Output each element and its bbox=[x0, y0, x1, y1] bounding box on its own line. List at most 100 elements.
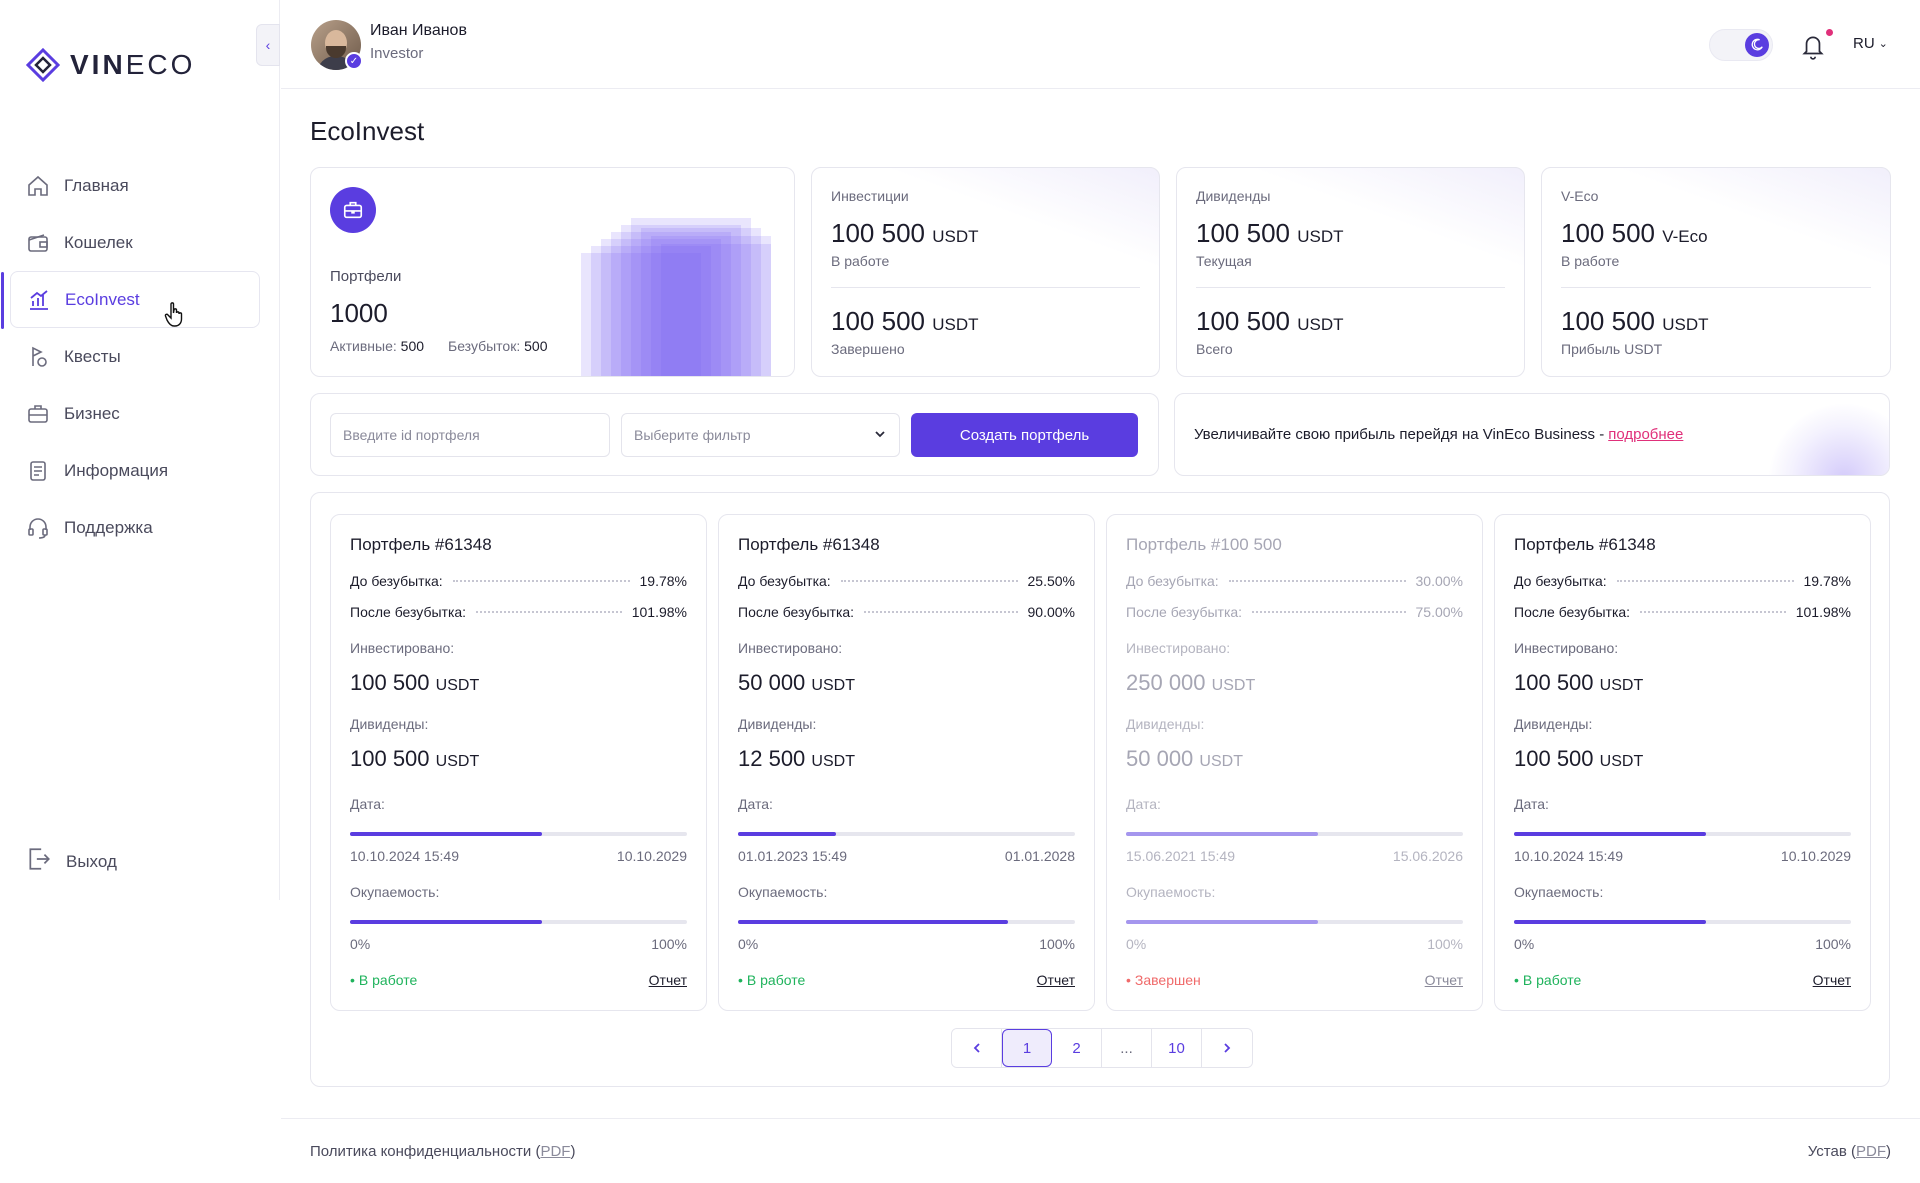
logout-button[interactable]: Выход bbox=[26, 846, 117, 877]
dividends-value: 100 500 USDT bbox=[350, 746, 480, 771]
payback-min: 0% bbox=[350, 936, 371, 952]
before-breakeven-value: 19.78% bbox=[639, 573, 687, 589]
sidebar-item-ecoinvest[interactable]: EcoInvest bbox=[1, 271, 260, 329]
dotted-leader bbox=[1228, 580, 1406, 582]
payback-progress-bar bbox=[738, 920, 1075, 924]
payback-max: 100% bbox=[1815, 936, 1851, 952]
pagination: 1 2 ... 10 bbox=[951, 1028, 1253, 1068]
before-breakeven-row: До безубытка: 19.78% bbox=[350, 573, 687, 589]
loss-label: Безубыток: bbox=[448, 338, 521, 354]
date-progress-bar bbox=[738, 832, 1075, 836]
sidebar-item-business[interactable]: Бизнес bbox=[10, 385, 260, 442]
notification-dot bbox=[1826, 29, 1833, 36]
portfolio-title: Портфель #61348 bbox=[350, 535, 492, 554]
report-link[interactable]: Отчет bbox=[1812, 972, 1851, 988]
prev-page-button[interactable] bbox=[952, 1029, 1002, 1067]
charter-pdf-link[interactable]: PDF bbox=[1856, 1143, 1886, 1160]
date-progress-bar bbox=[350, 832, 687, 836]
report-link[interactable]: Отчет bbox=[648, 972, 687, 988]
dividends-label: Дивиденды: bbox=[738, 716, 817, 732]
active-label: Активные: bbox=[330, 338, 397, 354]
stat-caption: Прибыль USDT bbox=[1561, 341, 1663, 357]
charter-label: Устав bbox=[1807, 1143, 1847, 1160]
after-breakeven-label: После безубытка: bbox=[738, 604, 855, 620]
privacy-label: Политика конфиденциальности bbox=[310, 1143, 532, 1160]
charter-link[interactable]: Устав (PDF) bbox=[1807, 1143, 1891, 1160]
date-start: 15.06.2021 15:49 bbox=[1126, 848, 1235, 864]
hand-cursor-icon bbox=[164, 302, 186, 333]
portfolio-card[interactable]: Портфель #100 500 До безубытка: 30.00% П… bbox=[1106, 514, 1483, 1011]
date-progress-fill bbox=[350, 832, 543, 836]
portfolio-title: Портфель #61348 bbox=[738, 535, 880, 554]
avatar[interactable] bbox=[311, 20, 361, 70]
page-button-1[interactable]: 1 bbox=[1002, 1029, 1052, 1067]
chevron-down-icon: ⌄ bbox=[1878, 38, 1888, 50]
payback-label: Окупаемость: bbox=[738, 884, 828, 900]
after-breakeven-value: 101.98% bbox=[1795, 604, 1851, 620]
before-breakeven-label: До безубытка: bbox=[1514, 573, 1607, 589]
next-page-button[interactable] bbox=[1202, 1029, 1252, 1067]
invested-value: 100 500 USDT bbox=[350, 670, 480, 695]
payback-label: Окупаемость: bbox=[350, 884, 440, 900]
date-range: 10.10.2024 15:49 10.10.2029 bbox=[350, 848, 687, 864]
footer: Политика конфиденциальности (PDF) Устав … bbox=[281, 1118, 1920, 1183]
logo[interactable]: VINECO bbox=[26, 48, 195, 82]
dotted-leader bbox=[1616, 580, 1794, 582]
portfolio-footer: В работе Отчет bbox=[1514, 972, 1851, 988]
sidebar-item-home[interactable]: Главная bbox=[10, 157, 260, 214]
filter-select[interactable]: Выберите фильтр bbox=[621, 413, 900, 457]
portfolio-card[interactable]: Портфель #61348 До безубытка: 19.78% Пос… bbox=[1494, 514, 1871, 1011]
portfolio-id-input[interactable]: Введите id портфеля bbox=[330, 413, 610, 457]
portfolio-title: Портфель #100 500 bbox=[1126, 535, 1282, 554]
dotted-leader bbox=[864, 611, 1018, 613]
payback-min: 0% bbox=[1514, 936, 1535, 952]
divider bbox=[1561, 287, 1871, 288]
date-start: 10.10.2024 15:49 bbox=[1514, 848, 1623, 864]
privacy-policy-link[interactable]: Политика конфиденциальности (PDF) bbox=[310, 1143, 576, 1160]
after-breakeven-row: После безубытка: 75.00% bbox=[1126, 604, 1463, 620]
after-breakeven-label: После безубытка: bbox=[1126, 604, 1243, 620]
page-ellipsis: ... bbox=[1102, 1029, 1152, 1067]
payback-max: 100% bbox=[1427, 936, 1463, 952]
stat-caption: В работе bbox=[831, 253, 890, 269]
invested-value: 50 000 USDT bbox=[738, 670, 855, 695]
sidebar-item-label: Поддержка bbox=[64, 517, 153, 537]
page-button-2[interactable]: 2 bbox=[1052, 1029, 1102, 1067]
portfolio-card[interactable]: Портфель #61348 До безубытка: 19.78% Пос… bbox=[330, 514, 707, 1011]
dividends-label: Дивиденды: bbox=[350, 716, 429, 732]
portfolio-list: Портфель #61348 До безубытка: 19.78% Пос… bbox=[310, 492, 1890, 1087]
chevron-down-icon bbox=[873, 427, 887, 444]
payback-min: 0% bbox=[1126, 936, 1147, 952]
veco-card: V-Eco 100 500 V-Eco В работе 100 500 USD… bbox=[1541, 167, 1891, 377]
language-select[interactable]: RU ⌄ bbox=[1853, 35, 1888, 52]
before-breakeven-value: 30.00% bbox=[1415, 573, 1463, 589]
report-link[interactable]: Отчет bbox=[1036, 972, 1075, 988]
report-link[interactable]: Отчет bbox=[1424, 972, 1463, 988]
filter-placeholder: Выберите фильтр bbox=[634, 427, 751, 443]
portfolio-card[interactable]: Портфель #61348 До безубытка: 25.50% Пос… bbox=[718, 514, 1095, 1011]
sidebar-item-quests[interactable]: Квесты bbox=[10, 328, 260, 385]
payback-label: Окупаемость: bbox=[1514, 884, 1604, 900]
theme-toggle[interactable] bbox=[1709, 29, 1773, 61]
collapse-sidebar-button[interactable]: ‹ bbox=[256, 24, 280, 66]
date-label: Дата: bbox=[738, 796, 773, 812]
after-breakeven-row: После безубытка: 101.98% bbox=[1514, 604, 1851, 620]
dotted-leader bbox=[476, 611, 622, 613]
date-label: Дата: bbox=[1126, 796, 1161, 812]
sidebar-item-support[interactable]: Поддержка bbox=[10, 499, 260, 556]
sidebar-item-info[interactable]: Информация bbox=[10, 442, 260, 499]
page-button-10[interactable]: 10 bbox=[1152, 1029, 1202, 1067]
after-breakeven-label: После безубытка: bbox=[1514, 604, 1631, 620]
promo-link[interactable]: подробнее bbox=[1608, 426, 1684, 443]
portfolio-id-placeholder: Введите id портфеля bbox=[343, 427, 480, 443]
payback-progress-fill bbox=[1126, 920, 1319, 924]
date-progress-bar bbox=[1126, 832, 1463, 836]
briefcase-icon bbox=[330, 187, 376, 233]
after-breakeven-row: После безубытка: 101.98% bbox=[350, 604, 687, 620]
after-breakeven-value: 75.00% bbox=[1415, 604, 1463, 620]
notification-bell-icon[interactable] bbox=[1800, 32, 1826, 60]
privacy-pdf-link[interactable]: PDF bbox=[540, 1143, 571, 1160]
sidebar-item-wallet[interactable]: Кошелек bbox=[10, 214, 260, 271]
chevron-right-icon bbox=[1224, 1043, 1231, 1053]
create-portfolio-button[interactable]: Создать портфель bbox=[911, 413, 1138, 457]
